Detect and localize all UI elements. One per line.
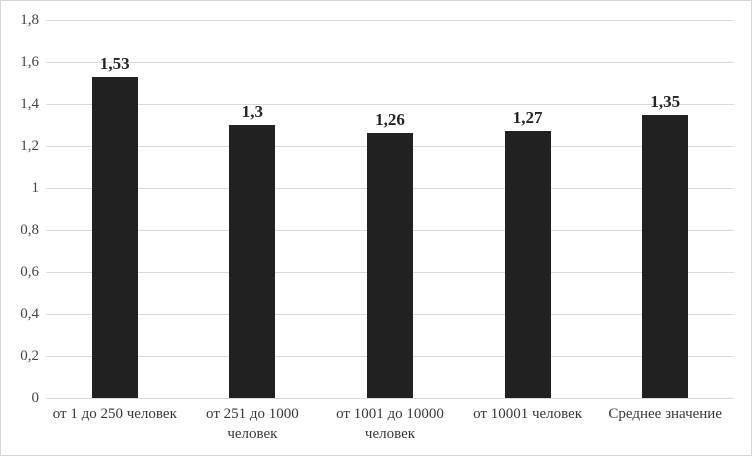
bar [504, 131, 551, 398]
y-tick-label: 1 [31, 180, 40, 196]
y-tick-label: 1,8 [20, 12, 39, 28]
bar [229, 125, 276, 398]
y-tick-label: 0,8 [20, 222, 39, 238]
x-category-label: от 1001 до 10000 человек [336, 406, 444, 442]
y-tick-label: 1,2 [20, 138, 39, 154]
bar-value-label: 1,3 [241, 102, 264, 121]
bar-value-label: 1,53 [99, 53, 130, 73]
x-category-label: Среднее значение [608, 406, 722, 422]
bar-value-label: 1,26 [375, 110, 405, 130]
gridline [46, 20, 734, 21]
gridline [46, 398, 734, 399]
bar [642, 114, 689, 398]
bar-value-label: 1,27 [512, 108, 543, 128]
y-axis: 0 0,2 0,4 0,6 0,8 1 1,2 1,4 1,6 1,8 [1, 1, 40, 455]
gridline [46, 104, 734, 105]
y-tick-label: 0,4 [20, 306, 39, 322]
x-axis: от 1 до 250 человек от 251 до 1000 челове… [46, 404, 734, 452]
y-tick-label: 1,6 [20, 54, 39, 70]
y-tick-label: 0,2 [20, 348, 39, 364]
y-tick-label: 0 [31, 390, 40, 406]
x-category-label: от 251 до 1000 человек [206, 406, 299, 442]
y-tick-label: 0,6 [20, 264, 39, 280]
x-category-label: от 1 до 250 человек [52, 406, 177, 422]
x-category-label: от 10001 человек [473, 406, 583, 422]
y-tick-label: 1,4 [20, 96, 39, 112]
bar [367, 133, 413, 398]
bar [91, 76, 138, 398]
bar-value-label: 1,35 [650, 91, 681, 111]
plot-area: 1,53 1,3 1,26 1,27 1,35 [46, 20, 734, 399]
gridline [46, 62, 734, 63]
